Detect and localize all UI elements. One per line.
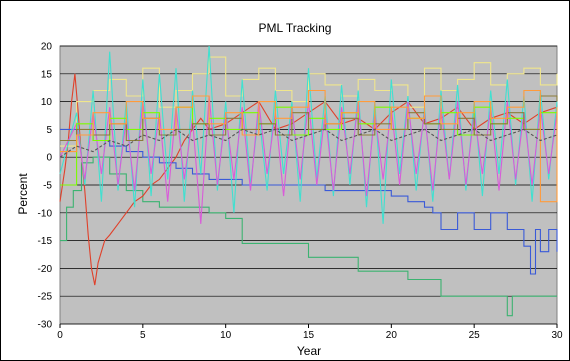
series-line-5: [59, 45, 558, 224]
y-tick-label: 20: [41, 42, 53, 53]
y-tick-label: -5: [43, 181, 52, 192]
y-tick-label: -30: [38, 320, 53, 331]
y-tick-label: -15: [38, 236, 53, 247]
series-line-9: [60, 89, 558, 203]
series-line-6: [59, 95, 558, 224]
y-tick-label: 0: [46, 153, 52, 164]
series-layer: [59, 45, 558, 317]
y-tick-label: -10: [38, 208, 53, 219]
x-tick-label: 15: [303, 330, 315, 341]
y-tick-label: 5: [46, 125, 52, 136]
x-tick-label: 10: [220, 330, 232, 341]
y-tick-label: -25: [38, 292, 53, 303]
chart-title: PML Tracking: [259, 21, 332, 35]
x-tick-label: 30: [551, 330, 563, 341]
series-line-10: [59, 128, 558, 158]
x-tick-label: 20: [386, 330, 398, 341]
y-tick-label: -20: [38, 264, 53, 275]
y-tick-label: 15: [41, 69, 53, 80]
x-tick-label: 25: [469, 330, 481, 341]
y-axis-label: Percent: [16, 173, 30, 215]
y-tick-label: 10: [41, 97, 53, 108]
x-ticks: 0 5 10 15 20 25 30: [57, 324, 563, 341]
series-line-3: [60, 128, 558, 275]
y-ticks: -30 -25 -20 -15 -10 -5 0 5 10 15 20: [38, 42, 53, 331]
x-tick-label: 0: [57, 330, 63, 341]
x-tick-label: 5: [140, 330, 146, 341]
series-line-2: [59, 73, 558, 286]
x-axis-label: Year: [297, 344, 321, 358]
